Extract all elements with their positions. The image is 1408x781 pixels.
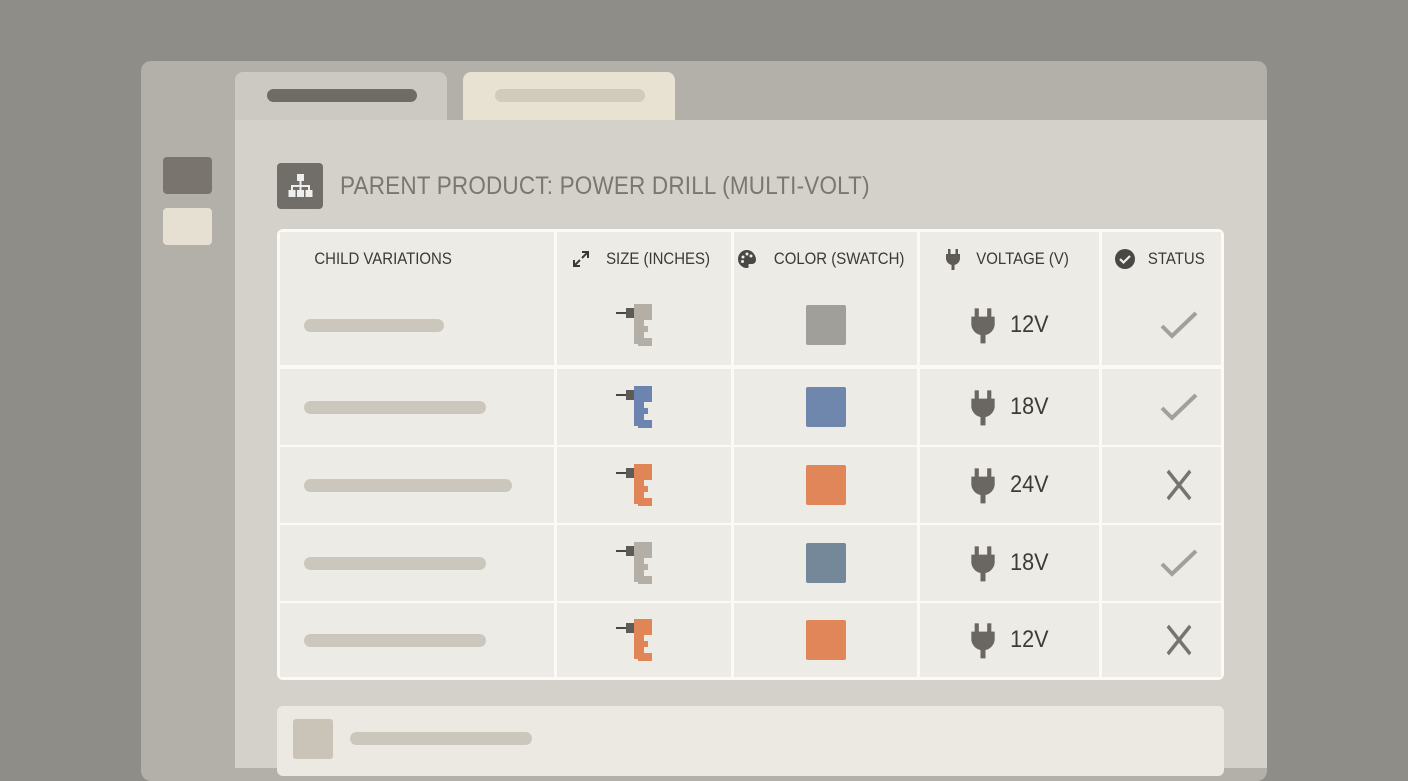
color-swatch	[805, 543, 846, 583]
voltage-cell: 18V	[920, 369, 1099, 445]
variation-name-cell[interactable]	[280, 369, 554, 445]
color-swatch	[805, 620, 846, 660]
voltage-cell: 24V	[920, 447, 1099, 523]
status-cell	[1102, 603, 1221, 677]
swatch-cell	[734, 603, 917, 677]
variation-name-placeholder	[304, 400, 486, 414]
variation-name-placeholder	[304, 478, 512, 492]
voltage-cell: 18V	[920, 525, 1099, 601]
variations-table: CHILD VARIATIONS SIZE (INCHES) COLOR (SWAT…	[277, 229, 1224, 680]
variation-name-placeholder	[304, 318, 444, 332]
size-cell	[557, 285, 731, 365]
status-cell	[1102, 525, 1221, 601]
plug-icon	[968, 543, 998, 583]
status-cell	[1102, 369, 1221, 445]
tab-2[interactable]	[463, 72, 675, 122]
sidebar-item-2[interactable]	[163, 208, 212, 245]
column-label: COLOR (SWATCH)	[774, 248, 905, 268]
column-header: STATUS	[1102, 232, 1221, 285]
size-cell	[557, 525, 731, 601]
column-header: VOLTAGE (V)	[920, 232, 1099, 285]
check-icon	[1160, 311, 1198, 339]
column-label: STATUS	[1148, 248, 1205, 268]
voltage-value: 18V	[1010, 549, 1049, 576]
swatch-cell	[734, 525, 917, 601]
palette-icon	[737, 249, 757, 269]
drill-icon	[616, 304, 652, 346]
placeholder-thumbnail	[293, 719, 333, 759]
swatch-cell	[734, 369, 917, 445]
drill-icon	[616, 542, 652, 584]
color-swatch	[805, 387, 846, 427]
voltage-value: 12V	[1010, 311, 1049, 338]
sidebar-item-1[interactable]	[163, 157, 212, 194]
column-label: CHILD VARIATIONS	[314, 248, 452, 268]
voltage-cell: 12V	[920, 285, 1099, 365]
variation-name-cell[interactable]	[280, 603, 554, 677]
drill-icon	[616, 619, 652, 661]
voltage-value: 24V	[1010, 471, 1049, 498]
plug-icon	[968, 305, 998, 345]
resize-arrows-icon	[571, 249, 591, 269]
plug-icon	[968, 387, 998, 427]
swatch-cell	[734, 285, 917, 365]
cross-icon	[1166, 469, 1192, 501]
size-cell	[557, 369, 731, 445]
variation-name-cell[interactable]	[280, 285, 554, 365]
cross-icon	[1166, 624, 1192, 656]
bottom-panel	[277, 706, 1224, 776]
column-header: CHILD VARIATIONS	[280, 232, 554, 285]
check-circle-icon	[1114, 248, 1136, 270]
variation-name-cell[interactable]	[280, 525, 554, 601]
size-cell	[557, 603, 731, 677]
status-cell	[1102, 447, 1221, 523]
hierarchy-icon	[277, 163, 323, 209]
plug-icon	[968, 620, 998, 660]
voltage-value: 12V	[1010, 626, 1049, 653]
column-label: VOLTAGE (V)	[976, 248, 1069, 268]
variation-name-placeholder	[304, 633, 486, 647]
column-header: SIZE (INCHES)	[557, 232, 731, 285]
tab-1[interactable]	[235, 72, 447, 122]
placeholder-text	[350, 732, 532, 745]
variation-name-cell[interactable]	[280, 447, 554, 523]
column-label: SIZE (INCHES)	[606, 248, 710, 268]
voltage-value: 18V	[1010, 393, 1049, 420]
size-cell	[557, 447, 731, 523]
plug-icon	[968, 465, 998, 505]
plug-icon	[944, 248, 962, 270]
drill-icon	[616, 464, 652, 506]
variation-name-placeholder	[304, 556, 486, 570]
color-swatch	[805, 465, 846, 505]
drill-icon	[616, 386, 652, 428]
page-title: PARENT PRODUCT: POWER DRILL (MULTI-VOLT)	[340, 172, 870, 200]
column-header: COLOR (SWATCH)	[734, 232, 917, 285]
check-icon	[1160, 549, 1198, 577]
color-swatch	[805, 305, 846, 345]
status-cell	[1102, 285, 1221, 365]
check-icon	[1160, 393, 1198, 421]
voltage-cell: 12V	[920, 603, 1099, 677]
swatch-cell	[734, 447, 917, 523]
